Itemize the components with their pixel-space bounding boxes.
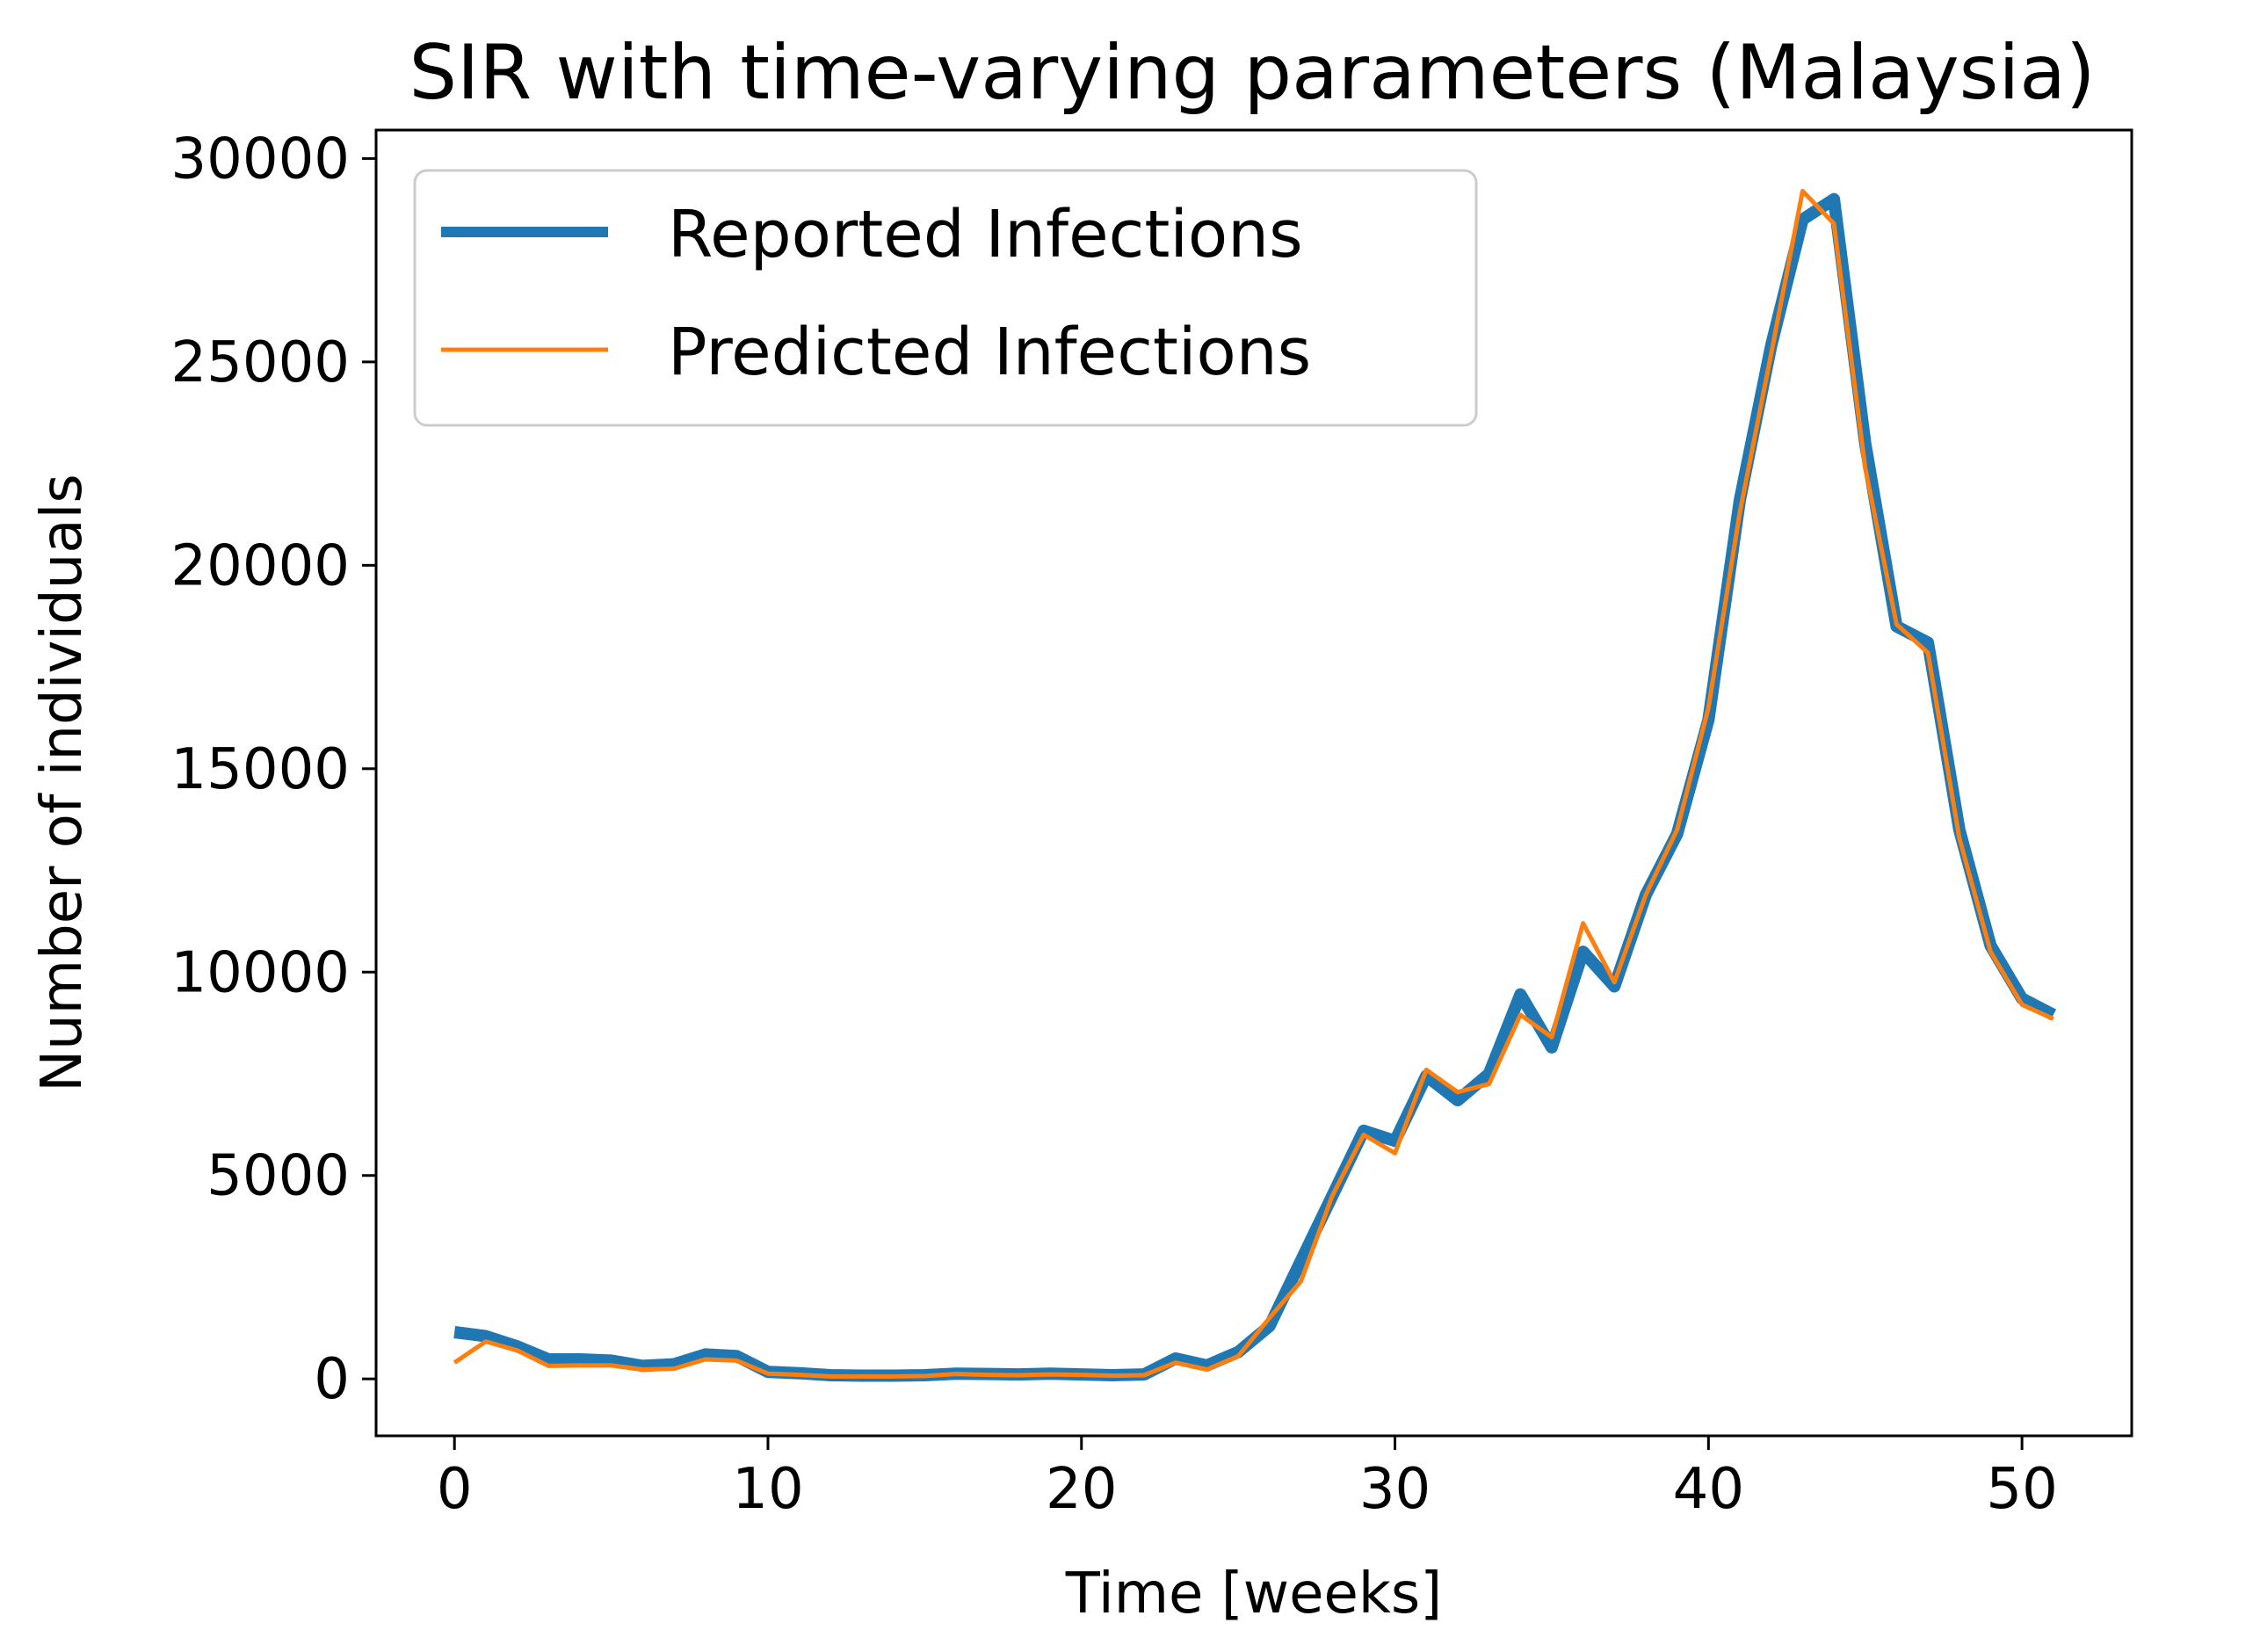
x-axis-ticks: 0 10 20 30 40 50 — [437, 1436, 2058, 1522]
plot-area — [453, 188, 2057, 1382]
legend-box — [413, 169, 1478, 427]
x-tick-label: 50 — [1986, 1457, 2057, 1522]
y-tick-label: 15000 — [170, 737, 350, 802]
y-tick-label: 20000 — [170, 533, 350, 598]
y-axis-label: Number of individuals — [30, 474, 95, 1091]
y-tick-label: 30000 — [170, 127, 350, 192]
legend: Reported Infections Predicted Infections — [413, 169, 1478, 427]
x-tick-label: 20 — [1046, 1457, 1117, 1522]
x-tick-label: 0 — [437, 1457, 473, 1522]
y-tick-label: 5000 — [206, 1144, 350, 1209]
chart-title: SIR with time-varying parameters (Malays… — [409, 29, 2095, 117]
x-tick-label: 10 — [732, 1457, 803, 1522]
legend-label-predicted: Predicted Infections — [668, 315, 1311, 390]
x-tick-label: 30 — [1359, 1457, 1431, 1522]
y-tick-label: 10000 — [170, 940, 350, 1005]
x-axis-label: Time [weeks] — [1065, 1561, 1442, 1627]
y-tick-label: 0 — [314, 1347, 350, 1412]
axes-frame — [374, 128, 2133, 1438]
y-tick-label: 25000 — [170, 330, 350, 395]
x-tick-label: 40 — [1673, 1457, 1744, 1522]
legend-label-reported: Reported Infections — [668, 197, 1303, 272]
y-axis-ticks: 0 5000 10000 15000 20000 25000 30000 — [170, 127, 376, 1412]
series-line-predicted — [453, 188, 2054, 1379]
